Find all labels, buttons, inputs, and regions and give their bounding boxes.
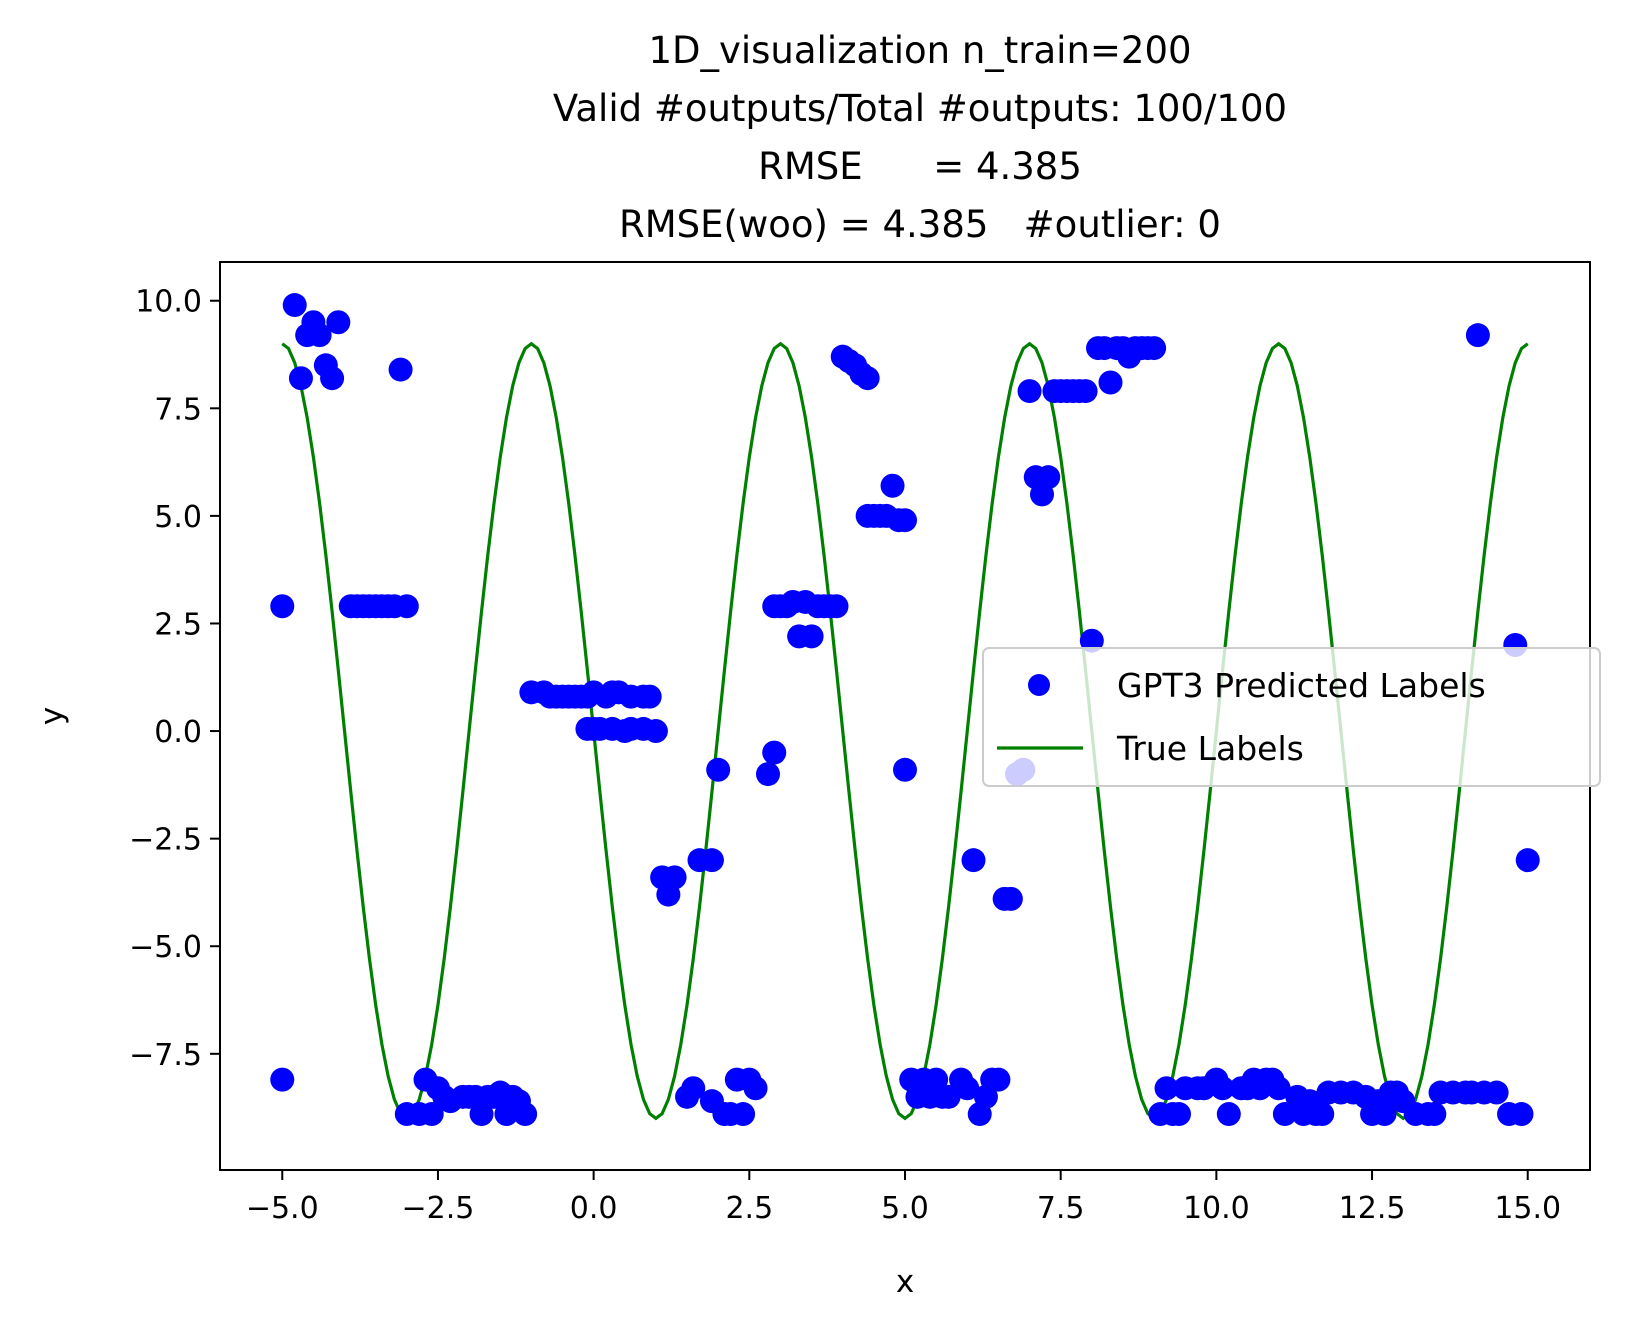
x-tick-label-3: 2.5: [725, 1191, 773, 1226]
chart-title-line-2: Valid #outputs/Total #outputs: 100/100: [553, 87, 1287, 130]
y-tick-label-7: −7.5: [129, 1038, 202, 1073]
chart-title-line-3: RMSE = 4.385: [758, 145, 1082, 188]
predicted-point-77: [756, 762, 780, 787]
predicted-point-159: [1272, 1102, 1297, 1127]
predicted-point-111: [955, 1076, 980, 1101]
predicted-point-131: [1079, 628, 1104, 653]
predicted-point-109: [936, 1084, 961, 1109]
x-tick-label-5: 7.5: [1037, 1191, 1085, 1226]
predicted-point-74: [731, 1102, 756, 1127]
predicted-point-143: [1154, 1076, 1179, 1101]
true-labels-line: [281, 341, 1529, 1121]
predicted-point-116: [986, 1067, 1011, 1092]
predicted-point-89: [824, 594, 849, 619]
predicted-point-150: [1210, 1076, 1235, 1101]
y-tick-label-0: 10.0: [135, 285, 202, 320]
predicted-point-102: [893, 757, 917, 782]
y-tick-label-5: −2.5: [129, 823, 202, 858]
predicted-point-134: [1098, 370, 1123, 395]
predicted-point-145: [1167, 1102, 1191, 1127]
predicted-point-0: [270, 594, 295, 619]
x-tick-label-2: 0.0: [570, 1191, 618, 1226]
predicted-point-69: [706, 757, 731, 782]
x-tick-label-1: −2.5: [402, 1191, 475, 1226]
predicted-point-158: [1266, 1076, 1291, 1101]
x-axis-ticks: −5.0 −2.5 0.0 2.5 5.0 7.5 10.0 12.5 15.0: [246, 1170, 1561, 1226]
predicted-point-76: [743, 1076, 768, 1101]
predicted-point-171: [1372, 1102, 1397, 1127]
predicted-point-1: [282, 293, 307, 318]
predicted-point-17: [388, 357, 413, 382]
x-tick-label-0: −5.0: [246, 1191, 319, 1226]
x-tick-label-4: 5.0: [881, 1191, 929, 1226]
predicted-point-85: [799, 624, 824, 649]
predicted-point-177: [1422, 1102, 1447, 1127]
predicted-labels-series: [270, 293, 1540, 1127]
predicted-point-94: [855, 366, 880, 391]
predicted-point-37: [513, 1102, 538, 1127]
x-tick-label-8: 15.0: [1494, 1191, 1561, 1226]
predicted-point-68: [699, 848, 724, 873]
predicted-point-141: [1142, 336, 1167, 361]
predicted-point-61: [643, 719, 668, 744]
x-tick-label-6: 10.0: [1183, 1191, 1250, 1226]
predicted-point-64: [662, 865, 687, 890]
legend-marker-predicted: [1028, 674, 1050, 696]
predicted-point-66: [681, 1076, 706, 1101]
predicted-point-99: [880, 473, 905, 498]
legend-label-predicted: GPT3 Predicted Labels: [1117, 666, 1486, 705]
predicted-point-112: [961, 848, 986, 873]
x-axis-label: x: [896, 1264, 914, 1300]
y-tick-label-2: 5.0: [154, 500, 202, 535]
y-tick-label-4: 0.0: [154, 715, 202, 750]
predicted-point-118: [998, 886, 1023, 911]
predicted-point-151: [1216, 1102, 1241, 1127]
predicted-point-53: [637, 684, 662, 709]
predicted-point-184: [1484, 1080, 1509, 1105]
predicted-point-187: [1509, 1102, 1534, 1127]
predicted-point-7: [320, 366, 345, 391]
true-labels-series: [281, 341, 1529, 1121]
predicted-point-164: [1310, 1102, 1335, 1127]
chart-title-line-1: 1D_visualization n_train=200: [648, 29, 1191, 72]
chart-title: 1D_visualization n_train=200 Valid #outp…: [553, 29, 1287, 246]
predicted-point-130: [1073, 379, 1098, 404]
predicted-point-78: [762, 740, 787, 765]
predicted-point-23: [419, 1102, 444, 1127]
y-tick-label-6: −5.0: [129, 930, 202, 965]
legend-label-true: True Labels: [1116, 729, 1304, 768]
legend: GPT3 Predicted Labels True Labels: [982, 647, 1601, 787]
predicted-point-8: [326, 310, 351, 335]
y-axis-ticks: 10.0 7.5 5.0 2.5 0.0 −2.5 −5.0 −7.5: [129, 285, 220, 1073]
y-tick-label-1: 7.5: [154, 392, 202, 427]
predicted-point-188: [1515, 848, 1540, 873]
legend-box: [982, 647, 1601, 787]
predicted-point-19: [270, 1067, 295, 1092]
chart-title-line-4: RMSE(woo) = 4.385 #outlier: 0: [619, 203, 1221, 246]
y-tick-label-3: 2.5: [154, 607, 202, 642]
predicted-point-5: [307, 323, 332, 348]
predicted-point-121: [1017, 379, 1042, 404]
predicted-point-101: [893, 508, 917, 533]
y-axis-label: y: [34, 707, 70, 725]
predicted-point-182: [1465, 323, 1490, 348]
predicted-point-18: [394, 594, 419, 619]
predicted-point-124: [1036, 465, 1061, 490]
predicted-point-2: [288, 366, 313, 391]
x-tick-label-7: 12.5: [1339, 1191, 1406, 1226]
